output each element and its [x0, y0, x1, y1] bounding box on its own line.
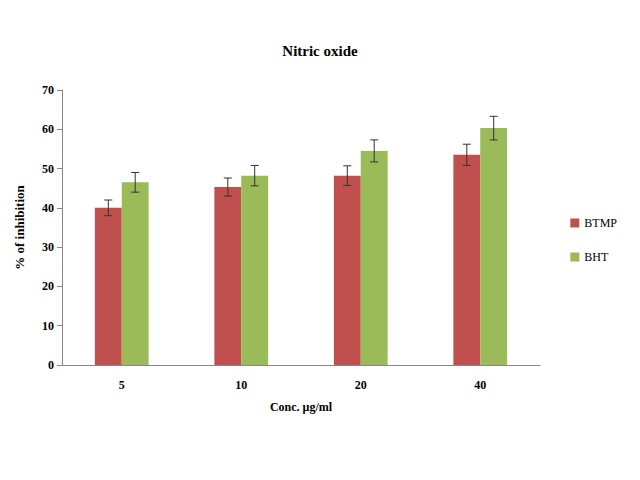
svg-text:10: 10 — [235, 378, 247, 392]
svg-text:0: 0 — [48, 358, 54, 372]
svg-text:% of inhibition: % of inhibition — [12, 184, 27, 269]
svg-text:5: 5 — [119, 378, 125, 392]
svg-text:40: 40 — [474, 378, 486, 392]
svg-text:Nitric oxide: Nitric oxide — [282, 43, 358, 59]
svg-text:Conc. µg/ml: Conc. µg/ml — [270, 400, 333, 414]
svg-text:BTMP: BTMP — [584, 216, 617, 230]
svg-text:20: 20 — [355, 378, 367, 392]
svg-text:20: 20 — [42, 279, 54, 293]
svg-text:60: 60 — [42, 122, 54, 136]
svg-text:40: 40 — [42, 201, 54, 215]
svg-text:70: 70 — [42, 83, 54, 97]
svg-text:50: 50 — [42, 162, 54, 176]
svg-text:BHT: BHT — [584, 250, 609, 264]
svg-text:10: 10 — [42, 319, 54, 333]
svg-text:30: 30 — [42, 240, 54, 254]
